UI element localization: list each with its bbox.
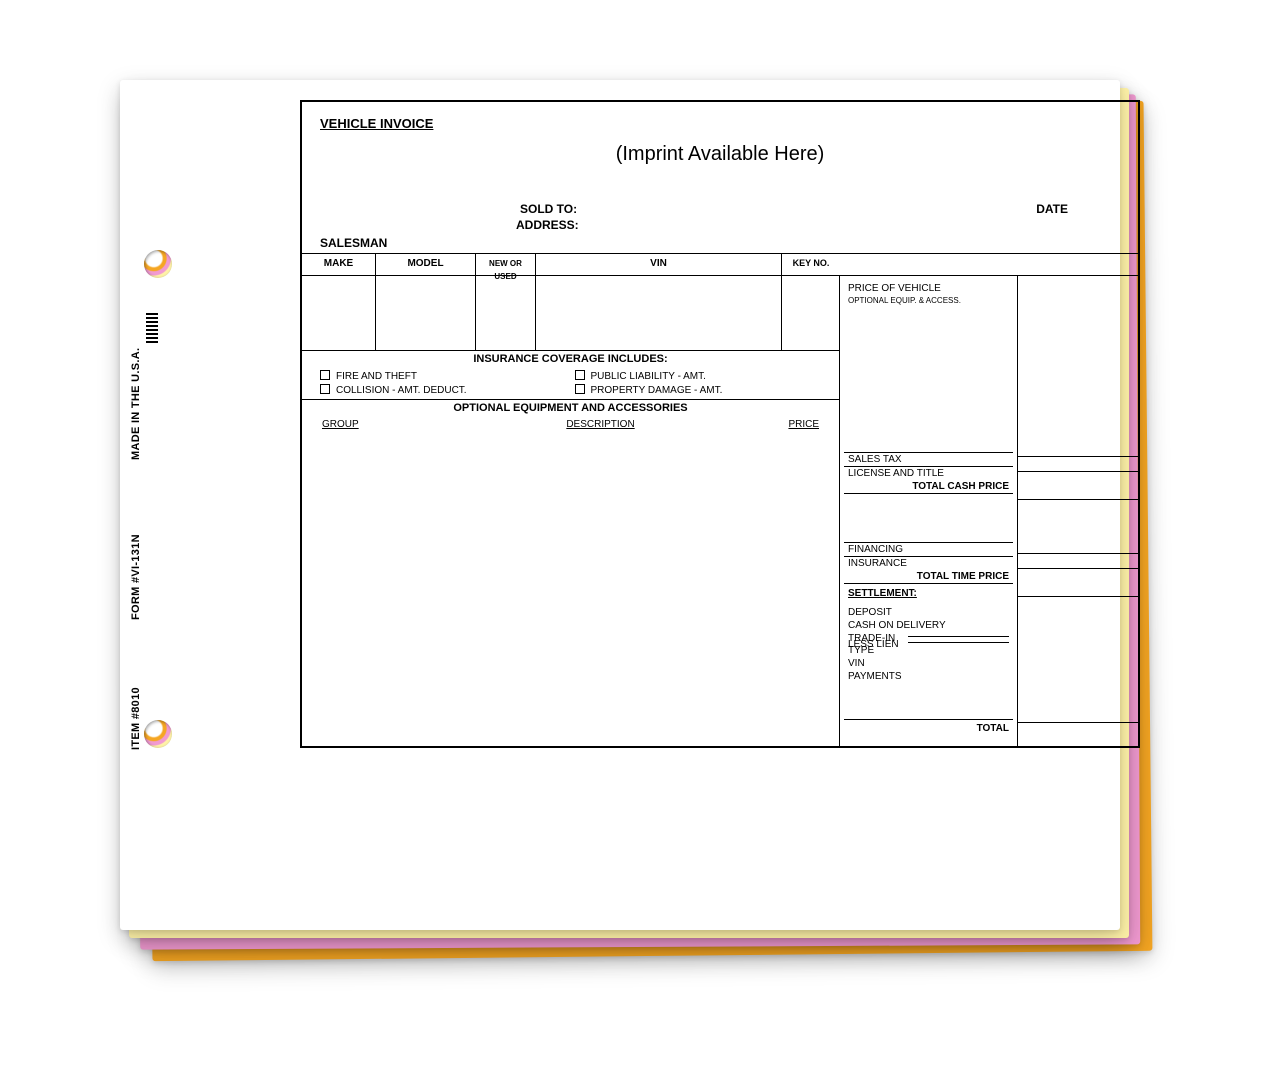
label-salesman: SALESMAN <box>302 234 1138 253</box>
form-title: VEHICLE INVOICE <box>302 102 1138 137</box>
hdr-make: MAKE <box>302 253 376 275</box>
lbl-price-vehicle: PRICE OF VEHICLE <box>844 282 1013 295</box>
amt-sales-tax <box>1018 456 1138 471</box>
insurance-title: INSURANCE COVERAGE INCLUDES: <box>302 350 839 367</box>
binder-hole-top <box>144 250 172 278</box>
lbl-type: TYPE <box>844 644 1013 657</box>
amt-license <box>1018 471 1138 499</box>
lbl-total-time: TOTAL TIME PRICE <box>844 570 1013 583</box>
hdr-vin: VIN <box>536 253 782 275</box>
invoice-form: VEHICLE INVOICE (Imprint Available Here)… <box>300 100 1140 748</box>
lbl-deposit: DEPOSIT <box>844 606 1013 619</box>
imprint-placeholder: (Imprint Available Here) <box>302 137 1138 202</box>
side-item-no: ITEM #8010 <box>130 687 142 750</box>
barcode-icon <box>146 313 158 345</box>
hdr-model: MODEL <box>376 253 476 275</box>
label-date: DATE <box>1036 202 1068 216</box>
side-made-in: MADE IN THE U.S.A. <box>130 348 142 460</box>
hdr-blank2 <box>1016 253 1138 275</box>
lbl-settlement: SETTLEMENT: <box>844 584 1013 600</box>
lower-section: INSURANCE COVERAGE INCLUDES: FIRE AND TH… <box>302 275 1138 746</box>
amt-total <box>1018 722 1138 744</box>
col-price: PRICE <box>759 419 819 430</box>
ins-collision: COLLISION - AMT. DEDUCT. <box>320 384 567 396</box>
lbl-opt-equip: OPTIONAL EQUIP. & ACCESS. <box>844 295 1013 306</box>
top-sheet: MADE IN THE U.S.A. FORM #VI-131N ITEM #8… <box>120 80 1120 930</box>
lbl-insurance: INSURANCE <box>844 557 1013 570</box>
cell-new-used <box>476 276 536 350</box>
amt-financing <box>1018 553 1138 568</box>
vehicle-header-row: MAKE MODEL NEW OR USED VIN KEY NO. <box>302 253 1138 275</box>
hdr-blank1 <box>840 253 1016 275</box>
ins-public-liab: PUBLIC LIABILITY - AMT. <box>575 370 822 382</box>
lbl-total: TOTAL <box>844 720 1013 735</box>
price-labels: PRICE OF VEHICLE OPTIONAL EQUIP. & ACCES… <box>840 276 1018 746</box>
lbl-total-cash: TOTAL CASH PRICE <box>844 480 1013 493</box>
lbl-sales-tax: SALES TAX <box>844 453 1013 466</box>
checkbox-icon <box>320 370 330 380</box>
checkbox-icon <box>320 384 330 394</box>
lbl-license: LICENSE AND TITLE <box>844 467 1013 480</box>
hdr-key-no: KEY NO. <box>782 253 840 275</box>
side-form-no: FORM #VI-131N <box>130 534 142 620</box>
checkbox-icon <box>575 370 585 380</box>
label-address: ADDRESS: <box>516 218 579 232</box>
amount-column <box>1018 276 1138 746</box>
ins-property: PROPERTY DAMAGE - AMT. <box>575 384 822 396</box>
right-column: PRICE OF VEHICLE OPTIONAL EQUIP. & ACCES… <box>840 276 1138 746</box>
lbl-financing: FINANCING <box>844 543 1013 556</box>
cell-vin <box>536 276 782 350</box>
lbl-cod: CASH ON DELIVERY <box>844 619 1013 632</box>
amt-insurance <box>1018 568 1138 596</box>
checkbox-icon <box>575 384 585 394</box>
amt-total-cash <box>1018 499 1138 553</box>
form-stack: MADE IN THE U.S.A. FORM #VI-131N ITEM #8… <box>120 80 1120 930</box>
binder-hole-bottom <box>144 720 172 748</box>
hdr-new-used: NEW OR USED <box>476 253 536 275</box>
col-group: GROUP <box>322 419 442 430</box>
insurance-body: FIRE AND THEFT PUBLIC LIABILITY - AMT. C… <box>302 367 839 399</box>
lbl-payments: PAYMENTS <box>844 670 1013 683</box>
optional-title: OPTIONAL EQUIPMENT AND ACCESSORIES <box>302 399 839 416</box>
left-column: INSURANCE COVERAGE INCLUDES: FIRE AND TH… <box>302 276 840 746</box>
cell-key-no <box>782 276 840 350</box>
label-sold-to: SOLD TO: <box>520 202 600 216</box>
ins-fire-theft: FIRE AND THEFT <box>320 370 567 382</box>
cell-model <box>376 276 476 350</box>
amt-total-time <box>1018 596 1138 722</box>
optional-headers: GROUP DESCRIPTION PRICE <box>302 416 839 433</box>
cell-make <box>302 276 376 350</box>
col-desc: DESCRIPTION <box>442 419 759 430</box>
lbl-vin: VIN <box>844 657 1013 670</box>
